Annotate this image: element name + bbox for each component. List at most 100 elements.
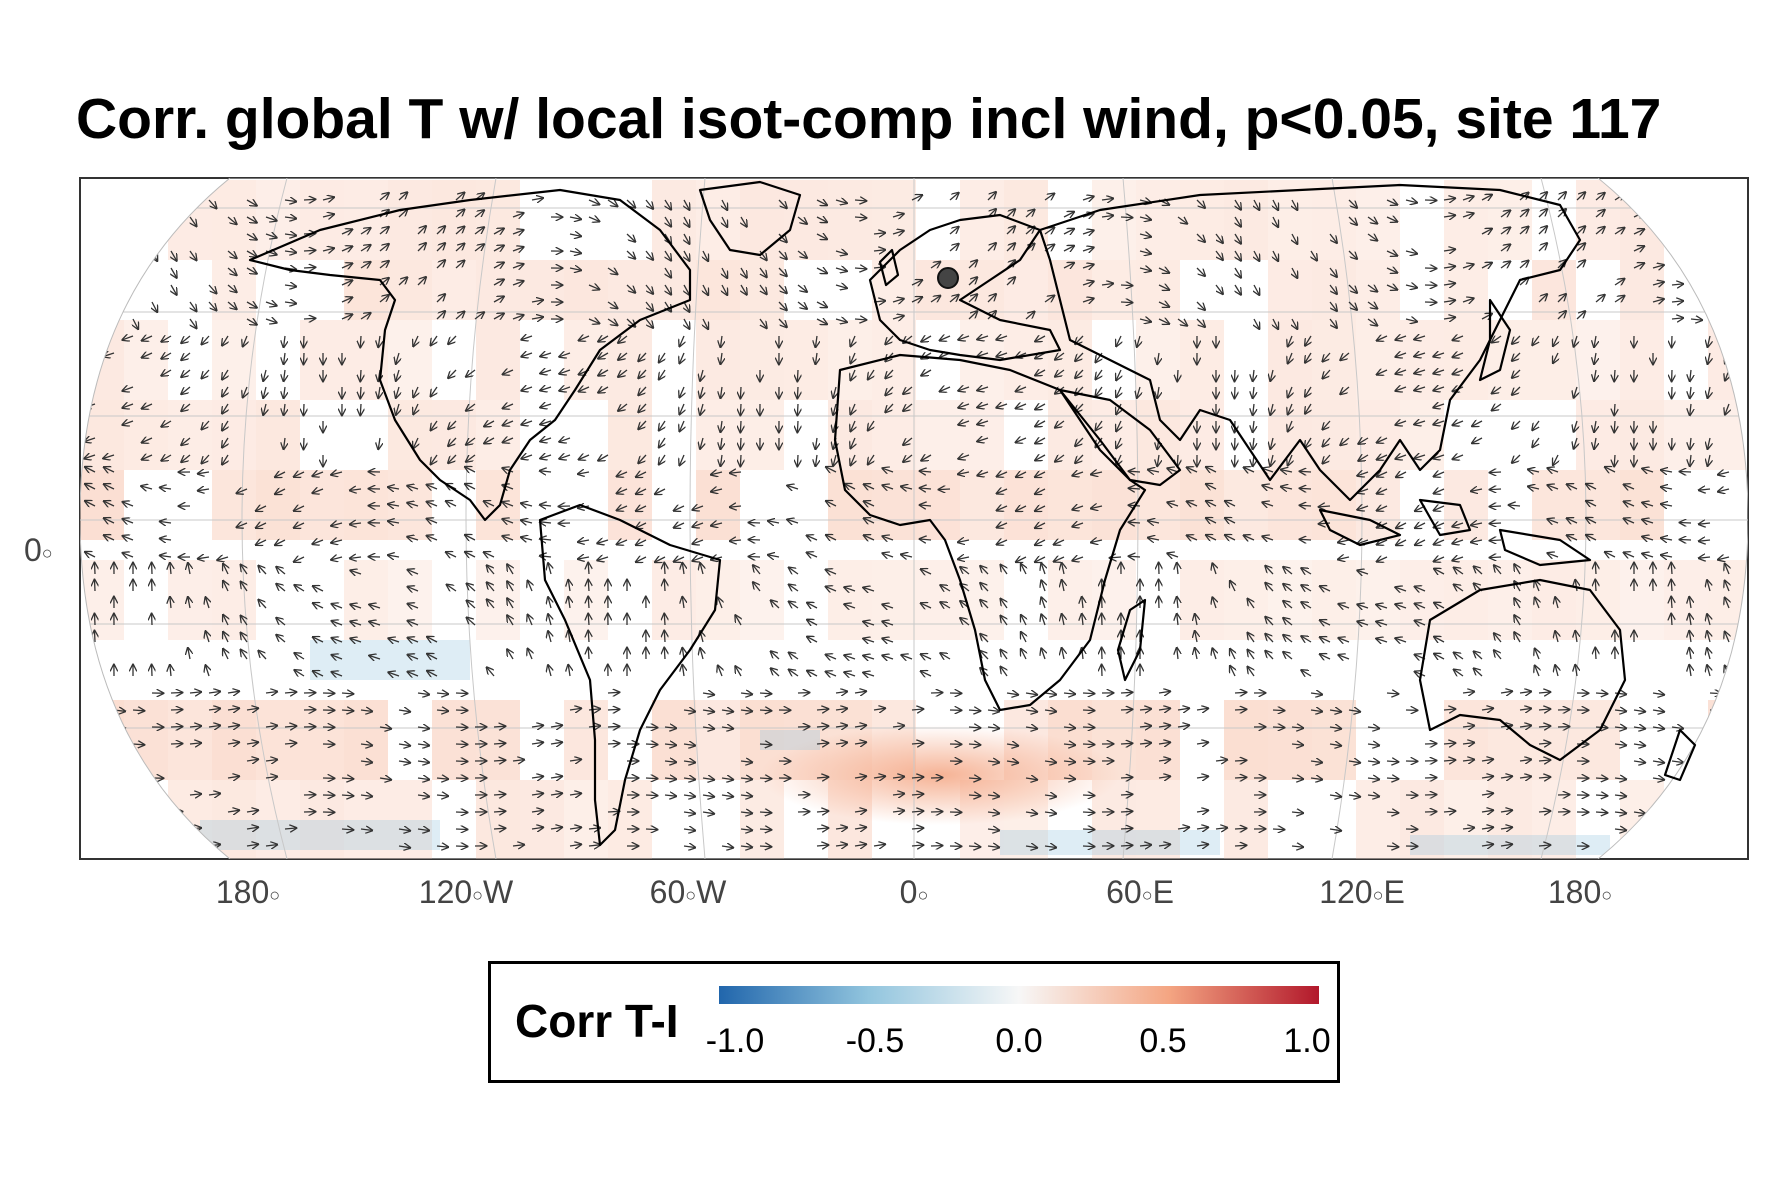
wind-arrow [493, 726, 505, 727]
wind-arrow [202, 335, 210, 344]
wind-arrow [1215, 233, 1223, 243]
wind-arrow [1386, 778, 1398, 779]
shading-cell [1620, 400, 1664, 470]
wind-arrow [455, 312, 464, 320]
wind-arrow [1254, 318, 1259, 329]
shading-cell [1532, 700, 1576, 780]
wind-arrow [133, 318, 138, 329]
wind-arrow [1082, 282, 1093, 286]
wind-arrow [560, 387, 571, 391]
wind-arrow [1490, 557, 1502, 558]
wind-arrow [1006, 277, 1015, 286]
shading-cell [916, 560, 960, 640]
shading-cell [476, 320, 520, 400]
shading-cell [1004, 320, 1048, 400]
wind-arrow [560, 370, 571, 374]
wind-arrow [493, 760, 505, 761]
wind-arrow [968, 795, 980, 796]
shading-cell [300, 700, 344, 780]
wind-arrow [1595, 693, 1607, 694]
wind-arrow [997, 336, 1008, 340]
wind-arrow [759, 710, 771, 711]
wind-arrow [1234, 828, 1246, 829]
wind-arrow [759, 846, 771, 847]
wind-arrow [190, 250, 196, 260]
wind-arrow [1300, 471, 1312, 472]
wind-arrow [1158, 285, 1169, 290]
wind-arrow [455, 727, 467, 728]
legend-tick-label: 0.0 [995, 1022, 1043, 1060]
wind-arrow [1235, 233, 1241, 243]
wind-arrow [1443, 198, 1455, 200]
wind-arrow [665, 267, 671, 277]
wind-arrow [1319, 523, 1331, 524]
wind-arrow [1652, 282, 1664, 285]
wind-arrow [1538, 209, 1547, 218]
wind-arrow [1235, 454, 1236, 466]
shading-cell [1048, 560, 1092, 640]
shading-cell [696, 260, 740, 320]
shading-cell [872, 560, 916, 640]
wind-arrow [303, 250, 315, 251]
shading-cell [1092, 180, 1136, 260]
wind-arrow [722, 267, 727, 278]
wind-arrow [1595, 812, 1607, 813]
wind-arrow [455, 829, 467, 830]
shading-cell [652, 700, 696, 780]
wind-arrow [227, 301, 236, 309]
shading-cell [1444, 470, 1488, 540]
wind-arrow [816, 234, 827, 239]
wind-arrow [1082, 795, 1094, 796]
wind-arrow [886, 369, 894, 378]
wind-arrow [1481, 263, 1492, 268]
wind-arrow [304, 403, 305, 415]
wind-arrow [284, 234, 296, 236]
wind-arrow [835, 200, 847, 203]
wind-arrow [1300, 488, 1312, 489]
wind-arrow [304, 437, 305, 449]
wind-arrow [1082, 197, 1093, 201]
wind-arrow [360, 313, 370, 319]
wind-arrow [1288, 352, 1292, 363]
shading-cell [388, 560, 432, 640]
wind-arrow [1120, 302, 1132, 303]
wind-arrow [1614, 279, 1624, 285]
wind-arrow [968, 260, 977, 269]
wind-arrow [886, 386, 894, 395]
wind-arrow [398, 210, 407, 218]
wind-arrow [1500, 228, 1510, 234]
wind-arrow [208, 284, 216, 293]
wind-arrow [797, 369, 798, 381]
wind-arrow [1443, 317, 1455, 319]
wind-arrow [1708, 335, 1710, 347]
wind-arrow [639, 369, 647, 378]
x-axis-label: 120○E [1319, 874, 1405, 910]
shading-cell [388, 400, 432, 470]
x-axis-label: 60○W [650, 874, 727, 910]
wind-arrow [493, 811, 505, 812]
shading-cell [872, 180, 916, 260]
wind-arrow [455, 761, 467, 762]
wind-arrow [1557, 311, 1566, 320]
wind-arrow [493, 297, 504, 302]
shading-cell [388, 260, 432, 320]
wind-arrow [1614, 296, 1624, 302]
wind-arrow [243, 386, 247, 397]
wind-arrow [474, 210, 484, 218]
wind-arrow [684, 284, 689, 295]
wind-arrow [1235, 386, 1236, 398]
wind-arrow [1652, 265, 1664, 268]
shading-cell [740, 400, 784, 470]
wind-arrow [588, 580, 589, 592]
wind-arrow [1492, 336, 1502, 342]
shading-cell [1268, 320, 1312, 400]
shading-cell [300, 780, 344, 859]
wind-arrow [503, 370, 514, 374]
wind-arrow [968, 744, 980, 745]
legend-tick-label: 1.0 [1283, 1022, 1331, 1060]
wind-arrow [1300, 539, 1312, 540]
wind-arrow [703, 284, 708, 295]
wind-arrow [1137, 335, 1140, 347]
wind-arrow [1500, 262, 1510, 268]
